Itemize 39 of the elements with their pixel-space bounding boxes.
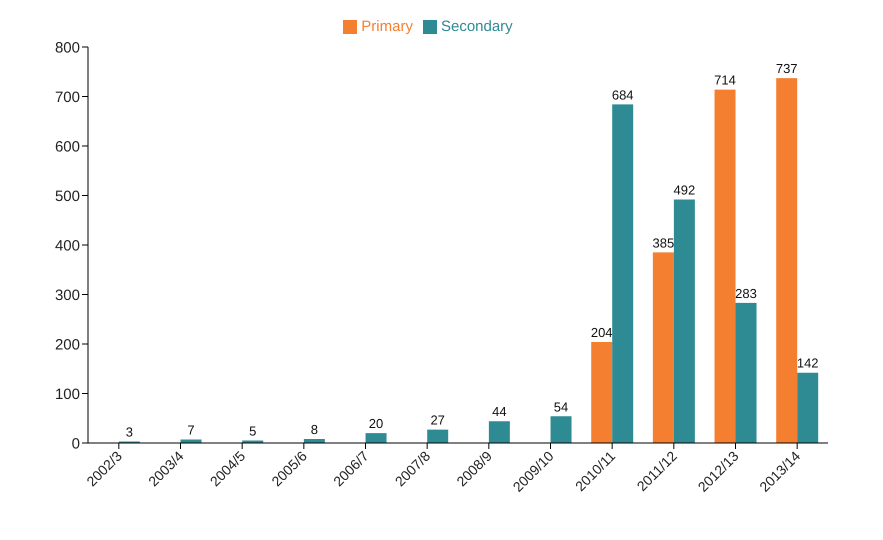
data-label: 492: [674, 182, 696, 198]
bar: [366, 433, 387, 443]
legend-label: Primary: [361, 18, 413, 35]
data-label: 27: [430, 412, 445, 428]
data-label: 204: [590, 325, 613, 340]
data-label: 385: [652, 235, 674, 250]
data-label: 714: [714, 72, 736, 88]
data-label: 54: [554, 399, 568, 414]
data-label: 7: [187, 422, 195, 438]
bar: [591, 342, 612, 443]
bar: [674, 199, 695, 443]
y-tick-label: 700: [54, 88, 80, 106]
data-label: 737: [776, 61, 798, 76]
bar: [488, 421, 510, 443]
data-label: 684: [612, 87, 634, 102]
y-tick-label: 100: [54, 386, 80, 403]
bar: [736, 302, 757, 443]
y-tick-label: 200: [54, 336, 80, 354]
data-label: 142: [796, 356, 819, 371]
bar: [612, 104, 634, 443]
y-tick-label: 600: [54, 138, 80, 156]
y-tick-label: 0: [72, 435, 80, 452]
data-label: 3: [126, 424, 133, 440]
data-label: 8: [310, 422, 318, 438]
bar: [427, 430, 448, 443]
y-tick-label: 300: [54, 286, 80, 304]
data-label: 44: [492, 404, 507, 420]
y-tick-label: 800: [54, 39, 80, 56]
y-tick-label: 400: [54, 237, 80, 254]
data-label: 5: [249, 424, 256, 439]
bar: [714, 90, 736, 443]
data-label: 20: [368, 416, 384, 432]
y-tick-label: 500: [54, 188, 80, 205]
bar: [652, 252, 674, 443]
data-label: 283: [735, 286, 757, 301]
bar: [797, 372, 818, 443]
bar: [550, 416, 572, 443]
legend-label: Secondary: [440, 18, 513, 35]
bar: [776, 78, 798, 443]
